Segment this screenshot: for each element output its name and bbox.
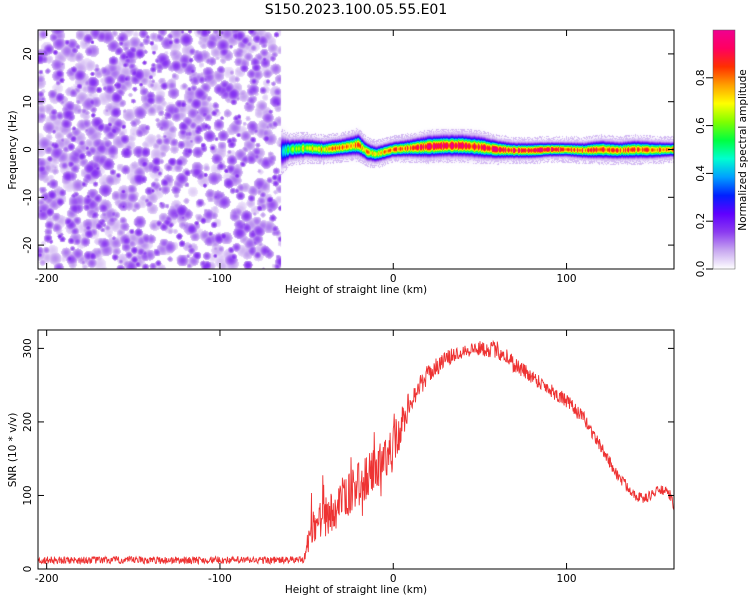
colorbar-tick-label: 0.0 (695, 261, 707, 278)
spectrogram-y-tick-label: 10 (22, 95, 34, 108)
colorbar-label: Normalized spectral amplitude (737, 69, 749, 230)
spectrogram-x-label: Height of straight line (km) (285, 284, 427, 296)
colorbar-ticks: 0.0 0.2 0.4 0.6 0.8 (695, 69, 713, 277)
snr-x-tick-label: -200 (35, 573, 59, 585)
figure-title: S150.2023.100.05.55.E01 (265, 2, 448, 18)
colorbar-frame (712, 29, 736, 270)
snr-panel: -200 -100 0 100 0 100 200 300 Height of straigh… (7, 329, 675, 596)
colorbar-tick-label: 0.2 (695, 213, 707, 230)
spectrogram-y-tick-label: 0 (22, 146, 34, 153)
snr-y-tick-label: 0 (22, 566, 34, 573)
snr-x-tick-label: -100 (208, 573, 232, 585)
colorbar-tick-label: 0.8 (695, 69, 707, 86)
spectrogram-x-tick-label: 0 (390, 273, 397, 285)
spectrogram-image (38, 30, 674, 269)
spectrogram-y-tick-label: 20 (22, 47, 34, 60)
spectrogram-x-tick-label: -200 (35, 273, 59, 285)
spectrogram-y-tick-label: -20 (22, 237, 34, 254)
colorbar-gradient (713, 30, 735, 269)
colorbar-tick-label: 0.4 (695, 165, 707, 182)
snr-y-tick-label: 100 (22, 485, 34, 505)
snr-series-line (38, 339, 674, 566)
snr-y-label: SNR (10 * v/v) (7, 413, 19, 488)
snr-x-tick-label: 0 (390, 573, 397, 585)
spectrogram-x-tick-label: 100 (557, 273, 577, 285)
spectrogram-x-tick-label: -100 (208, 273, 232, 285)
snr-ticks: -200 -100 0 100 0 100 200 300 (22, 330, 674, 585)
snr-frame (37, 329, 675, 570)
snr-x-tick-label: 100 (557, 573, 577, 585)
colorbar: 0.0 0.2 0.4 0.6 0.8 Normalized spectral ampl… (695, 29, 749, 277)
snr-y-tick-label: 200 (22, 412, 34, 432)
snr-x-label: Height of straight line (km) (285, 584, 427, 596)
spectrogram-y-tick-label: -10 (22, 189, 34, 206)
spectrogram-y-label: Frequency (Hz) (7, 110, 19, 189)
snr-y-tick-label: 300 (22, 338, 34, 358)
colorbar-tick-label: 0.6 (695, 117, 707, 134)
